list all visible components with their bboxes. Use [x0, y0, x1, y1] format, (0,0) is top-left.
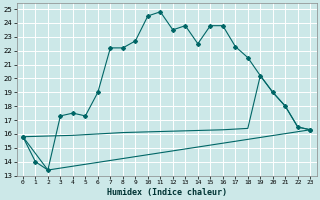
X-axis label: Humidex (Indice chaleur): Humidex (Indice chaleur) [107, 188, 227, 197]
